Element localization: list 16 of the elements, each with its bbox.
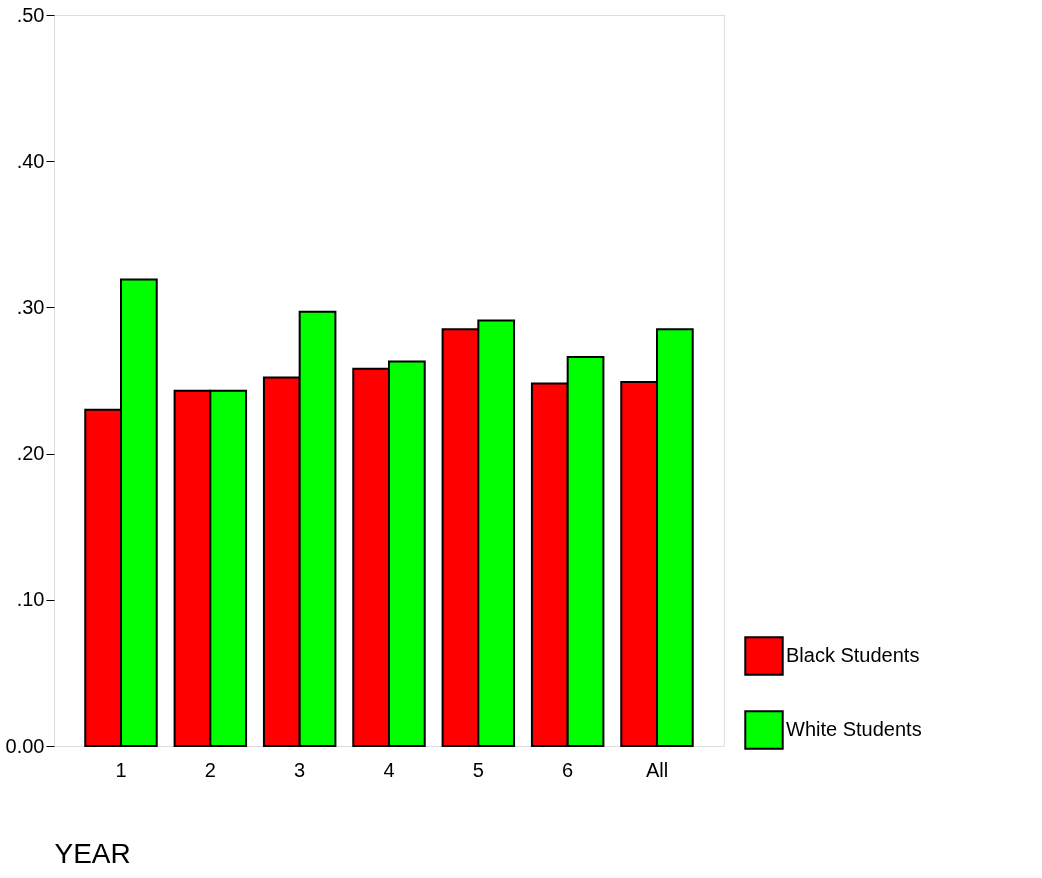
y-tick-label: .50 — [16, 3, 45, 26]
x-tick-label: 6 — [562, 758, 574, 781]
x-tick-label: 1 — [115, 758, 127, 781]
x-tick-label: All — [645, 758, 669, 781]
x-tick-label: 5 — [472, 758, 484, 781]
legend-label: Black Students — [786, 644, 920, 666]
legend-label: White Students — [786, 718, 922, 740]
x-tick-label: 4 — [383, 758, 395, 781]
y-tick-label: .20 — [16, 442, 45, 465]
x-tick-label: 3 — [294, 758, 306, 781]
x-axis-title: YEAR — [54, 837, 131, 869]
y-tick-label: 0.00 — [5, 734, 45, 757]
y-tick-label: .40 — [16, 149, 45, 172]
y-tick-label: .10 — [16, 588, 45, 611]
y-tick-label: .30 — [16, 295, 45, 318]
x-tick-label: 2 — [204, 758, 216, 781]
